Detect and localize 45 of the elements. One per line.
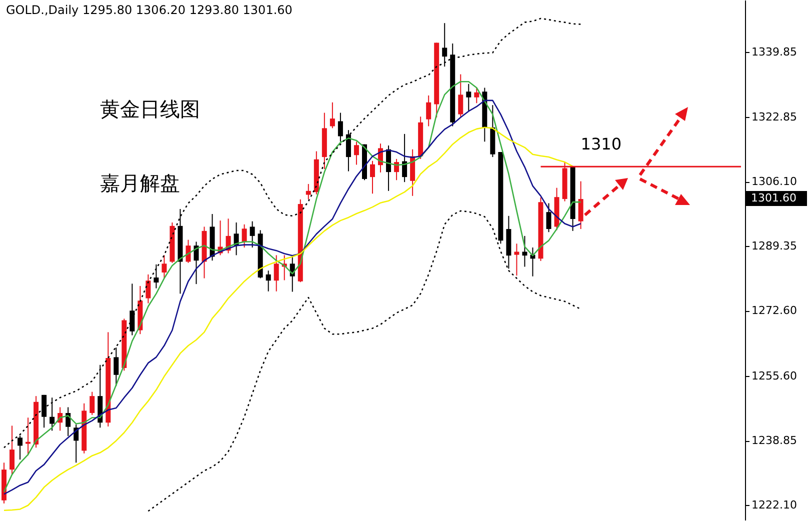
text: 1301.60	[751, 192, 796, 204]
candlestick	[26, 417, 31, 456]
candlestick	[354, 141, 359, 166]
y-tick-label: 1306.10	[752, 175, 797, 188]
y-tick-label: 1322.85	[752, 110, 797, 124]
candlestick	[426, 94, 432, 127]
y-tick-label: 1272.60	[752, 304, 797, 318]
candlestick	[458, 74, 464, 118]
candlestick	[522, 235, 528, 268]
y-tick-label: 1222.10	[752, 498, 797, 512]
y-tick-label: 1255.60	[752, 370, 797, 383]
candlestick	[154, 264, 159, 289]
candlestick	[42, 394, 47, 428]
series-label: 1310	[580, 134, 622, 154]
candlestick	[10, 425, 15, 476]
candlestick	[50, 397, 55, 432]
candlestick	[474, 87, 480, 104]
candlestick	[274, 254, 279, 292]
candlestick	[338, 112, 343, 142]
candlestick	[402, 133, 408, 183]
candlestick	[330, 102, 335, 129]
y-tick-label: 1238.85	[752, 434, 797, 448]
candlestick	[162, 254, 167, 279]
candlestick	[306, 183, 311, 200]
candlestick	[370, 160, 375, 194]
candlestick	[266, 270, 271, 292]
candlestick	[242, 224, 247, 248]
candlestick	[194, 241, 199, 285]
candlestick	[250, 220, 255, 248]
candlestick	[546, 202, 552, 233]
annotation: 嘉月解盘	[100, 171, 180, 195]
candlestick	[186, 239, 191, 264]
candlestick	[442, 22, 448, 68]
chart-title: GOLD.,Daily 1295.80 1306.20 1293.80 1301.60	[6, 3, 292, 17]
candlestick	[466, 83, 472, 112]
annotation: 黄金日线图	[100, 97, 200, 121]
candlestick	[130, 283, 135, 336]
candlestick	[146, 274, 151, 304]
y-tick-label: 1289.35	[752, 240, 797, 253]
candlestick	[90, 391, 95, 416]
candlestick	[346, 130, 351, 172]
candlestick	[578, 180, 584, 230]
candlestick	[114, 347, 119, 387]
candlestick	[514, 243, 520, 276]
y-tick-label: 1339.85	[752, 45, 797, 58]
